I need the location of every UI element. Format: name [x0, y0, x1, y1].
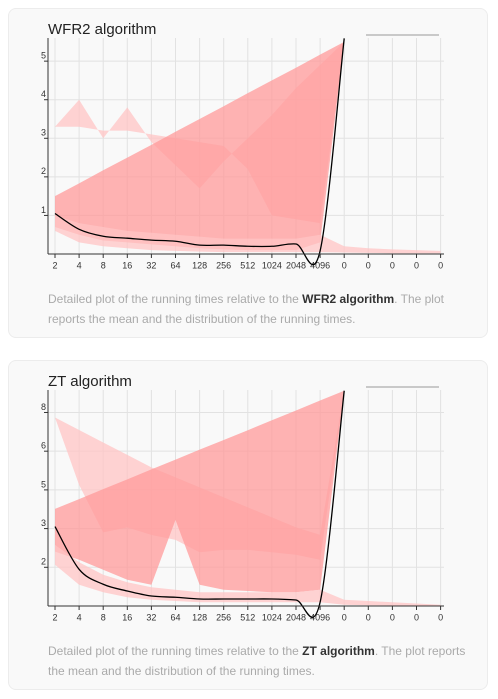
caption: Detailed plot of the running times relat…	[48, 641, 468, 681]
x-tick-label: 128	[192, 612, 207, 622]
chart-title: WFR2 algorithm	[48, 21, 156, 38]
y-tick-label: 1	[41, 205, 46, 215]
mean-line	[54, 38, 345, 266]
x-tick-label: 2048	[286, 612, 306, 622]
x-tick-label: 16	[122, 260, 132, 270]
x-tick-label: 512	[240, 612, 255, 622]
x-tick-label: 0	[390, 260, 395, 270]
y-tick-label: 2	[41, 557, 46, 567]
chart-title: ZT algorithm	[48, 373, 132, 390]
caption-text: . The plot reports the mean and the dist…	[48, 292, 444, 326]
x-tick-label: 0	[342, 612, 347, 622]
x-tick-label: 0	[366, 612, 371, 622]
x-tick-label: 256	[216, 612, 231, 622]
caption-text: Detailed plot of the running times relat…	[48, 644, 303, 658]
caption-text: . The plot reports the mean and the dist…	[48, 644, 466, 678]
y-tick-label: 3	[41, 128, 46, 138]
distribution-band	[55, 544, 441, 606]
y-tick-label: 5	[41, 479, 46, 489]
x-tick-label: 8	[101, 260, 106, 270]
x-tick-label: 8	[101, 612, 106, 622]
x-tick-label: 64	[170, 260, 180, 270]
x-tick-label: 128	[192, 260, 207, 270]
x-tick-label: 1024	[262, 260, 282, 270]
x-tick-label: 32	[146, 260, 156, 270]
x-tick-label: 0	[438, 612, 443, 622]
y-tick-label: 4	[41, 89, 46, 99]
x-tick-label: 64	[170, 612, 180, 622]
x-tick-label: 4096	[310, 612, 330, 622]
x-tick-label: 2	[52, 612, 57, 622]
x-tick-label: 4096	[310, 260, 330, 270]
y-tick-label: 5	[41, 51, 46, 61]
caption-bold: WFR2 algorithm	[302, 292, 395, 306]
distribution-band	[55, 215, 441, 254]
x-tick-label: 0	[342, 260, 347, 270]
x-tick-label: 32	[146, 612, 156, 622]
x-tick-label: 4	[77, 612, 82, 622]
mean-line	[54, 390, 345, 618]
x-tick-label: 0	[414, 260, 419, 270]
x-tick-label: 2	[52, 260, 57, 270]
x-tick-label: 0	[414, 612, 419, 622]
y-tick-label: 3	[41, 518, 46, 528]
y-tick-label: 8	[41, 402, 46, 412]
x-tick-label: 0	[438, 260, 443, 270]
x-tick-label: 1024	[262, 612, 282, 622]
caption-text: Detailed plot of the running times relat…	[48, 292, 303, 306]
distribution-band	[55, 390, 345, 593]
x-tick-label: 256	[216, 260, 231, 270]
chart-card: ZT algorithm 2 4 8 16 32 64 128 256 512 1024 2048 40…	[8, 360, 488, 690]
x-tick-label: 512	[240, 260, 255, 270]
x-tick-label: 16	[122, 612, 132, 622]
distribution-band	[55, 41, 345, 251]
y-tick-label: 6	[41, 441, 46, 451]
x-tick-label: 4	[77, 260, 82, 270]
caption-bold: ZT algorithm	[302, 644, 375, 658]
chart-card: WFR2 algorithm 2 4 8 16 32 64 128 256 512 1024 2048…	[8, 8, 488, 338]
y-tick-label: 2	[41, 166, 46, 176]
x-tick-label: 2048	[286, 260, 306, 270]
x-tick-label: 0	[366, 260, 371, 270]
caption: Detailed plot of the running times relat…	[48, 289, 468, 329]
x-tick-label: 0	[390, 612, 395, 622]
